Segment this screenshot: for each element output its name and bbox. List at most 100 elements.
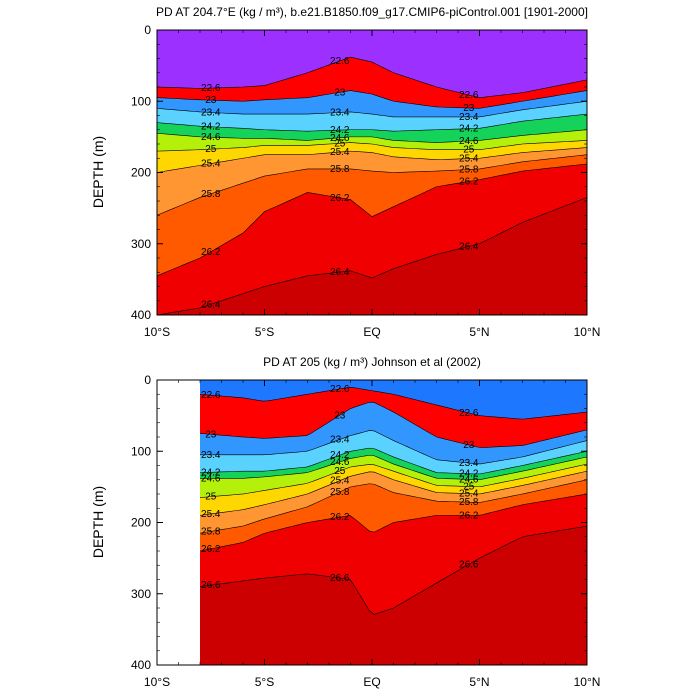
contour-label: 26.2 bbox=[201, 544, 221, 555]
x-tick-label: EQ bbox=[363, 325, 380, 339]
isopycnal-line bbox=[157, 140, 587, 152]
isopycnal-line bbox=[157, 100, 587, 118]
x-tick-label: 10°S bbox=[144, 675, 170, 689]
contour-label: 25.4 bbox=[330, 476, 350, 487]
top-panel-isolines bbox=[157, 56, 587, 315]
x-tick-label: 5°S bbox=[255, 325, 274, 339]
contour-label: 25 bbox=[205, 492, 217, 503]
contour-label: 23 bbox=[463, 440, 475, 451]
y-tick-label: 200 bbox=[131, 516, 151, 530]
isopycnal-line bbox=[199, 386, 587, 420]
contour-label: 23 bbox=[334, 87, 346, 98]
isopycnal-line bbox=[157, 56, 587, 98]
isopycnal-line bbox=[157, 154, 587, 216]
isopycnal-line bbox=[157, 147, 587, 173]
contour-label: 26.6 bbox=[330, 573, 350, 584]
y-tick-label: 300 bbox=[131, 587, 151, 601]
isopycnal-line bbox=[157, 163, 587, 277]
contour-label: 25.8 bbox=[330, 487, 350, 498]
contour-label: 23.4 bbox=[330, 434, 350, 445]
y-tick-label: 0 bbox=[144, 373, 151, 387]
contour-label: 23.4 bbox=[459, 458, 479, 469]
x-tick-label: 10°N bbox=[574, 325, 601, 339]
contour-label: 24.6 bbox=[459, 136, 479, 147]
isopycnal-line bbox=[199, 463, 587, 498]
y-tick-label: 200 bbox=[131, 166, 151, 180]
contour-label: 25.4 bbox=[459, 154, 479, 165]
contour-label: 26.2 bbox=[201, 247, 221, 258]
contour-label: 25 bbox=[334, 138, 346, 149]
isopycnal-line bbox=[157, 113, 587, 132]
y-tick-label: 100 bbox=[131, 444, 151, 458]
contour-label: 24.6 bbox=[330, 133, 350, 144]
isopycnal-line bbox=[200, 430, 587, 465]
isopycnal-line bbox=[157, 129, 587, 143]
contour-label: 22.6 bbox=[330, 384, 350, 395]
contour-label: 25.4 bbox=[459, 489, 479, 500]
top-panel-y-axis-label: DEPTH (m) bbox=[90, 136, 106, 208]
contour-label: 26.2 bbox=[459, 176, 479, 187]
y-tick-label: 100 bbox=[131, 94, 151, 108]
bottom-panel-y-axis-label: DEPTH (m) bbox=[90, 486, 106, 558]
x-tick-label: 10°N bbox=[574, 675, 601, 689]
isopycnal-line bbox=[199, 493, 587, 552]
contour-label: 23 bbox=[205, 95, 217, 106]
contour-label: 26.6 bbox=[459, 559, 479, 570]
y-tick-label: 400 bbox=[131, 658, 151, 672]
isopycnal-line bbox=[199, 447, 587, 475]
top-panel-fill bbox=[157, 30, 587, 315]
bottom-panel-axes: 10°S 5°S EQ 5°N 10°N 0 100 200 300 400 bbox=[131, 373, 600, 689]
top-panel-title: PD AT 204.7°E (kg / m³), b.e21.B1850.f09… bbox=[156, 5, 588, 19]
bottom-panel-isolines bbox=[199, 386, 587, 615]
contour-label: 26.2 bbox=[330, 193, 350, 204]
contour-label: 24.2 bbox=[459, 124, 479, 135]
y-tick-label: 0 bbox=[144, 23, 151, 37]
contour-label: 25.8 bbox=[201, 189, 221, 200]
contour-label: 24.2 bbox=[330, 450, 350, 461]
contour-label: 24.6 bbox=[201, 132, 221, 143]
contour-label: 25 bbox=[463, 145, 475, 156]
contour-label: 23 bbox=[463, 103, 475, 114]
contour-label: 23.4 bbox=[459, 112, 479, 123]
contour-label: 23.4 bbox=[201, 107, 221, 118]
top-contour-panel: PD AT 204.7°E (kg / m³), b.e21.B1850.f09… bbox=[90, 5, 600, 339]
contour-label: 26.4 bbox=[330, 267, 350, 278]
contour-label: 25 bbox=[205, 144, 217, 155]
contour-label: 23.4 bbox=[330, 107, 350, 118]
contour-label: 26.6 bbox=[201, 580, 221, 591]
contour-label: 25.8 bbox=[459, 164, 479, 175]
contour-label: 25 bbox=[463, 482, 475, 493]
contour-label: 25.8 bbox=[330, 164, 350, 175]
bottom-panel-title: PD AT 205 (kg / m³) Johnson et al (2002) bbox=[263, 355, 481, 369]
contour-label: 24.2 bbox=[201, 122, 221, 133]
bottom-panel-contour-labels: 22.622.622.623232323.423.423.424.224.224… bbox=[201, 384, 479, 591]
isopycnal-layer-fill bbox=[157, 197, 587, 315]
isopycnal-line bbox=[157, 90, 587, 109]
contour-label: 26.2 bbox=[459, 510, 479, 521]
contour-label: 24.6 bbox=[330, 457, 350, 468]
contour-label: 24.2 bbox=[330, 125, 350, 136]
contour-label: 26.4 bbox=[459, 241, 479, 252]
isopycnal-line bbox=[200, 454, 587, 480]
contour-label: 25 bbox=[334, 466, 346, 477]
contour-label: 22.6 bbox=[330, 56, 350, 67]
contour-label: 23 bbox=[334, 410, 346, 421]
contour-label: 22.6 bbox=[201, 390, 221, 401]
contour-label: 25.8 bbox=[201, 526, 221, 537]
isopycnal-line bbox=[157, 197, 587, 315]
contour-label: 24.2 bbox=[459, 469, 479, 480]
contour-label: 23.4 bbox=[201, 450, 221, 461]
bottom-contour-panel: PD AT 205 (kg / m³) Johnson et al (2002)… bbox=[90, 355, 600, 689]
x-tick-label: 5°S bbox=[255, 675, 274, 689]
contour-label: 24.6 bbox=[201, 473, 221, 484]
y-tick-label: 400 bbox=[131, 308, 151, 322]
contour-label: 24.6 bbox=[459, 474, 479, 485]
contour-label: 22.6 bbox=[459, 90, 479, 101]
contour-label: 26.4 bbox=[201, 299, 221, 310]
contour-label: 25.4 bbox=[330, 147, 350, 158]
x-tick-label: 5°N bbox=[469, 675, 489, 689]
top-panel-axes: 10°S 5°S EQ 5°N 10°N 0 100 200 300 400 bbox=[131, 23, 600, 339]
y-tick-label: 300 bbox=[131, 237, 151, 251]
